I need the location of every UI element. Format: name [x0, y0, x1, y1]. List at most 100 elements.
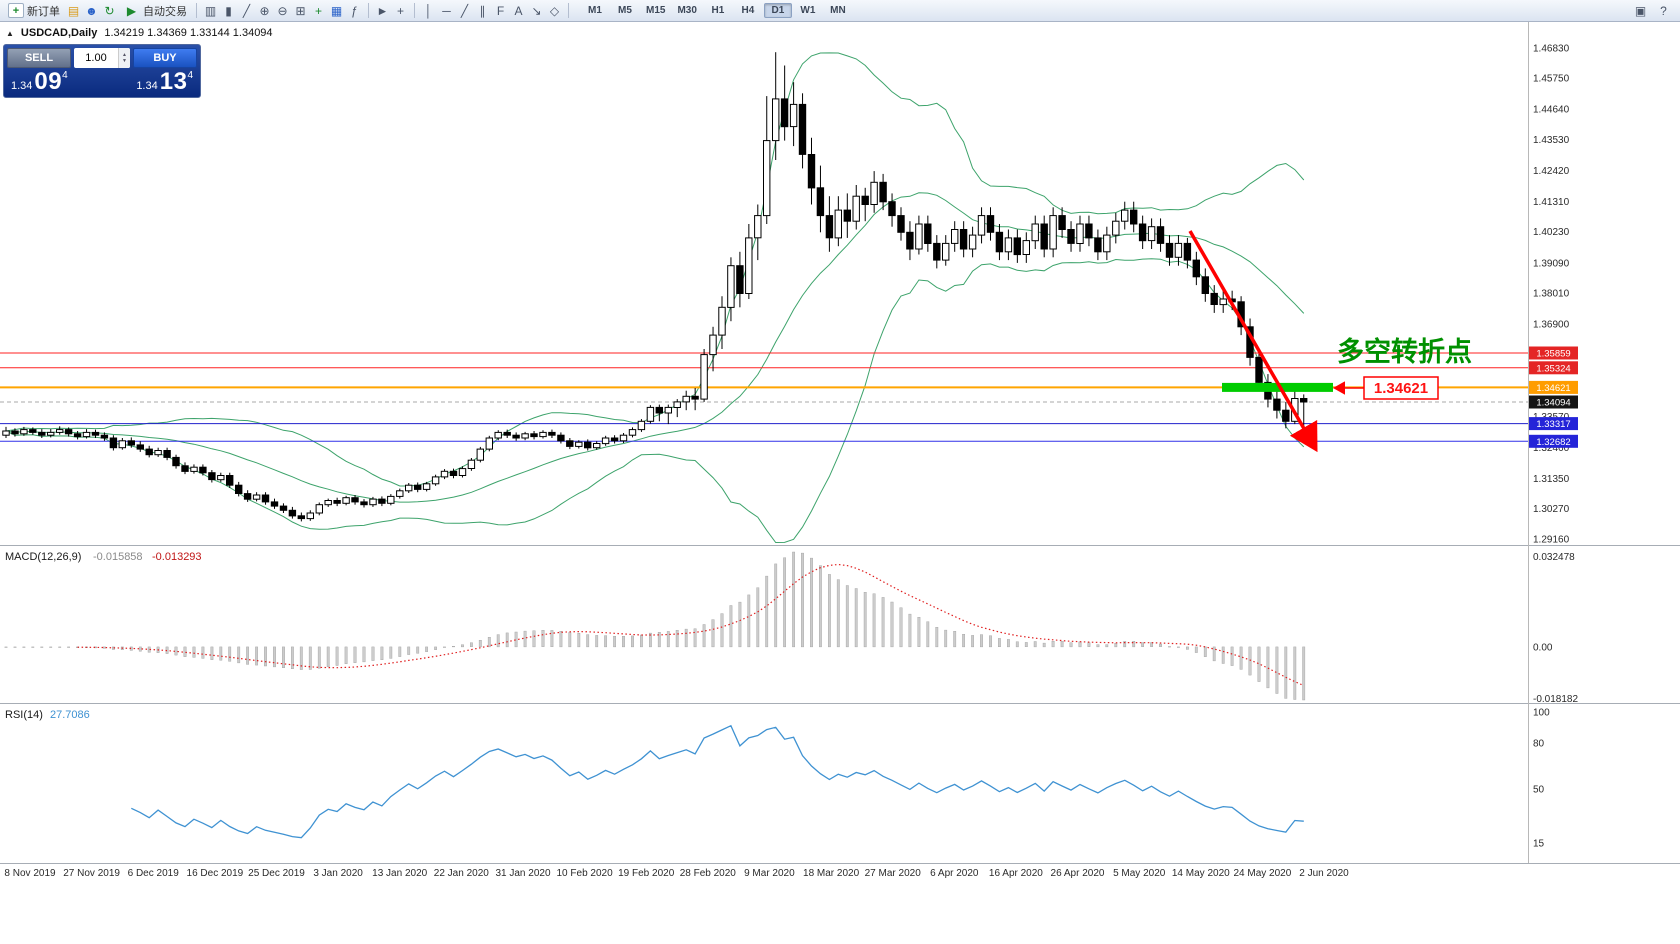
- fibonacci-icon[interactable]: F: [496, 3, 505, 18]
- turning-point-annotation[interactable]: 多空转折点: [1337, 336, 1472, 367]
- candle-body: [100, 434, 109, 439]
- macd-histogram-bar: [693, 628, 697, 648]
- macd-histogram-bar: [1284, 646, 1288, 699]
- price-callout[interactable]: 1.34621: [1333, 376, 1439, 400]
- candle-body: [530, 433, 538, 438]
- volume-input[interactable]: 1.00: [85, 52, 107, 64]
- timeframe-h4[interactable]: H4: [741, 5, 755, 16]
- help-icon[interactable]: ?: [1660, 3, 1667, 18]
- macd-histogram-bar: [452, 646, 455, 648]
- buy-button[interactable]: BUY: [133, 48, 197, 68]
- zoom-in-icon[interactable]: ⊕: [259, 3, 270, 18]
- macd-histogram-bar: [1033, 641, 1037, 648]
- line-chart-icon[interactable]: ╱: [242, 3, 251, 18]
- zoom-out-icon[interactable]: ⊖: [277, 3, 288, 18]
- axes-layer[interactable]: 1.46830 1.45750 1.44640 1.43530 1.42420 1.413…: [0, 22, 1680, 879]
- candle-body: [29, 429, 37, 433]
- candle-body: [306, 512, 315, 520]
- buy-price[interactable]: 1.34 13 4: [136, 70, 193, 94]
- horizontal-lines[interactable]: [0, 352, 1528, 442]
- macd-histogram-bar: [210, 646, 214, 660]
- timeframe-m5[interactable]: M5: [618, 5, 632, 16]
- tile-windows-icon[interactable]: ⊞: [295, 3, 306, 18]
- candle-body: [172, 456, 180, 467]
- candle-body: [798, 103, 807, 155]
- horizontal-line-icon[interactable]: ─: [442, 3, 451, 18]
- crosshair-icon[interactable]: +: [396, 3, 404, 18]
- price-tick: 1.40230: [1533, 227, 1570, 238]
- vertical-line-icon[interactable]: │: [424, 3, 433, 18]
- downtrend-arrow[interactable]: [1188, 230, 1318, 453]
- macd-histogram-bar: [22, 646, 26, 648]
- date-label: 13 Jan 2020: [372, 868, 427, 879]
- candle-body: [1112, 220, 1120, 236]
- green-zone-rect[interactable]: [1222, 382, 1333, 392]
- new-chart-icon[interactable]: +: [314, 3, 322, 18]
- candle-body: [861, 195, 869, 205]
- sell-button[interactable]: SELL: [7, 48, 71, 68]
- text-tool-icon[interactable]: A: [514, 3, 523, 18]
- candle-body: [1031, 223, 1039, 242]
- candle-body: [1076, 223, 1084, 244]
- timeframe-mn[interactable]: MN: [830, 5, 846, 16]
- new-order-label: 新订单: [27, 5, 60, 18]
- date-label: 19 Feb 2020: [618, 868, 675, 879]
- macd-histogram-bar: [765, 575, 769, 648]
- macd-histogram-bar: [1123, 641, 1127, 648]
- autotrading-button[interactable]: ▶ 自动交易: [119, 2, 191, 20]
- macd-histogram-bar: [702, 624, 706, 648]
- arrows-tool-icon[interactable]: ↘: [531, 3, 542, 18]
- volume-spinner[interactable]: ▲ ▼: [118, 48, 130, 68]
- macd-histogram-bar: [264, 646, 267, 667]
- bar-chart-icon[interactable]: ▥: [204, 3, 217, 18]
- macd-histogram-bar: [1060, 641, 1064, 648]
- macd-histogram-bar: [622, 636, 625, 648]
- channel-icon[interactable]: ∥: [479, 3, 486, 18]
- candle-body: [1040, 223, 1048, 250]
- volume-down-icon[interactable]: ▼: [122, 58, 127, 64]
- candle-body: [476, 448, 485, 461]
- date-label: 24 May 2020: [1233, 868, 1291, 879]
- shapes-icon[interactable]: ◇: [549, 3, 560, 18]
- price-tick: 1.29160: [1533, 535, 1570, 546]
- timeframe-h1[interactable]: H1: [711, 5, 725, 16]
- timeframe-m30[interactable]: M30: [677, 5, 697, 16]
- macd-histogram-bar: [40, 646, 44, 648]
- candle-body: [378, 498, 386, 504]
- candle-body: [351, 497, 359, 503]
- candlestick-icon[interactable]: ▮: [225, 3, 232, 18]
- macd-scale-label: -0.018182: [1533, 694, 1578, 705]
- macd-histogram-bar: [67, 646, 71, 648]
- macd-histogram-bar: [1185, 646, 1189, 650]
- macd-histogram-bar: [613, 636, 617, 648]
- price-badge: [1529, 395, 1578, 409]
- sell-price-big: 09: [34, 68, 63, 95]
- chart-objects[interactable]: [1188, 230, 1333, 453]
- candle-body: [915, 223, 923, 250]
- timeframe-m1[interactable]: M1: [588, 5, 602, 16]
- macd-histogram-bar: [872, 593, 876, 648]
- candle-body: [1282, 409, 1290, 422]
- indicators-icon[interactable]: ƒ: [351, 3, 358, 18]
- price-badge: [1529, 380, 1578, 394]
- macd-histogram-bar: [711, 619, 715, 648]
- profiles-icon[interactable]: ▦: [330, 3, 343, 18]
- macd-histogram-bar: [1096, 644, 1100, 648]
- open-chart-icon[interactable]: ▤: [67, 3, 80, 18]
- window-icon[interactable]: ▣: [1634, 3, 1647, 18]
- timeframe-d1[interactable]: D1: [763, 3, 792, 18]
- trendline-icon[interactable]: ╱: [460, 3, 469, 18]
- volume-up-icon[interactable]: ▲: [122, 52, 127, 58]
- timeframe-w1[interactable]: W1: [800, 5, 816, 16]
- timeframe-m15[interactable]: M15: [646, 5, 666, 16]
- refresh-icon[interactable]: ↻: [104, 3, 115, 18]
- new-order-button[interactable]: + 新订单: [4, 2, 64, 20]
- cursor-icon[interactable]: ►: [376, 3, 389, 18]
- macd-histogram-bar: [774, 563, 778, 648]
- sell-price[interactable]: 1.34 09 4: [11, 70, 68, 94]
- price-tick: 1.42420: [1533, 166, 1570, 177]
- candle-body: [503, 431, 511, 436]
- community-icon[interactable]: ☻: [85, 3, 98, 18]
- candle-body: [959, 229, 968, 250]
